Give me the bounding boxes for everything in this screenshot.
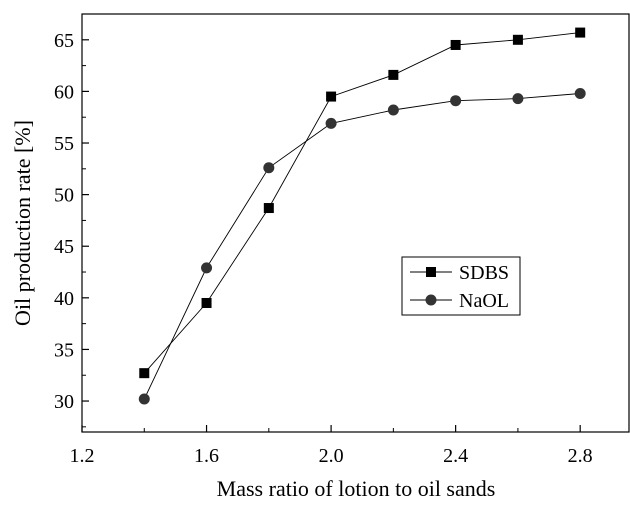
- series-layer: [138, 27, 586, 405]
- y-tick-label: 65: [54, 30, 74, 52]
- series-sdbs-point: [326, 91, 337, 102]
- series-naol-line: [143, 93, 581, 400]
- series-naol-point: [574, 87, 586, 99]
- series-naol-point: [512, 93, 524, 105]
- legend-swatch-marker: [425, 294, 437, 306]
- y-tick-label: 55: [54, 133, 74, 155]
- series-sdbs: [139, 27, 586, 379]
- series-naol-point: [325, 117, 337, 129]
- series-sdbs-point: [450, 39, 461, 50]
- legend-item-sdbs: SDBS: [410, 262, 509, 284]
- legend-label: NaOL: [459, 290, 509, 312]
- x-tick-label: 2.0: [319, 445, 344, 467]
- series-naol-point: [387, 104, 399, 116]
- y-tick-label: 60: [54, 81, 74, 103]
- legend: SDBS NaOL: [401, 256, 521, 316]
- series-naol-point: [450, 95, 462, 107]
- series-sdbs-point: [263, 203, 274, 214]
- y-tick-label: 40: [54, 288, 74, 310]
- x-tick-label: 2.8: [568, 445, 593, 467]
- series-sdbs-point: [512, 34, 523, 45]
- series-sdbs-point: [201, 297, 212, 308]
- legend-label: SDBS: [459, 262, 509, 284]
- y-tick-label: 50: [54, 185, 74, 207]
- series-sdbs-point: [139, 368, 150, 379]
- y-tick-label: 30: [54, 391, 74, 413]
- series-naol-point: [263, 162, 275, 174]
- y-axis: 30 35 40 45 50 55 60 65: [54, 13, 89, 428]
- series-naol-point: [201, 262, 213, 274]
- plot-frame: [81, 13, 630, 433]
- x-tick-label: 1.6: [194, 445, 219, 467]
- series-sdbs-line: [143, 32, 581, 374]
- x-tick-label: 2.4: [443, 445, 468, 467]
- legend-box: [401, 256, 521, 316]
- legend-item-naol: NaOL: [410, 290, 509, 312]
- x-tick-label: 1.2: [70, 445, 95, 467]
- series-sdbs-point: [575, 27, 586, 38]
- x-axis-title: Mass ratio of lotion to oil sands: [217, 476, 496, 501]
- series-naol-point: [138, 393, 150, 405]
- y-tick-label: 45: [54, 236, 74, 258]
- series-sdbs-point: [388, 69, 399, 80]
- series-naol: [138, 87, 586, 405]
- y-tick-label: 35: [54, 339, 74, 361]
- legend-swatch-marker: [426, 267, 436, 277]
- x-axis: 1.2 1.6 2.0 2.4 2.8: [70, 425, 593, 467]
- y-axis-title: Oil production rate [%]: [10, 120, 35, 326]
